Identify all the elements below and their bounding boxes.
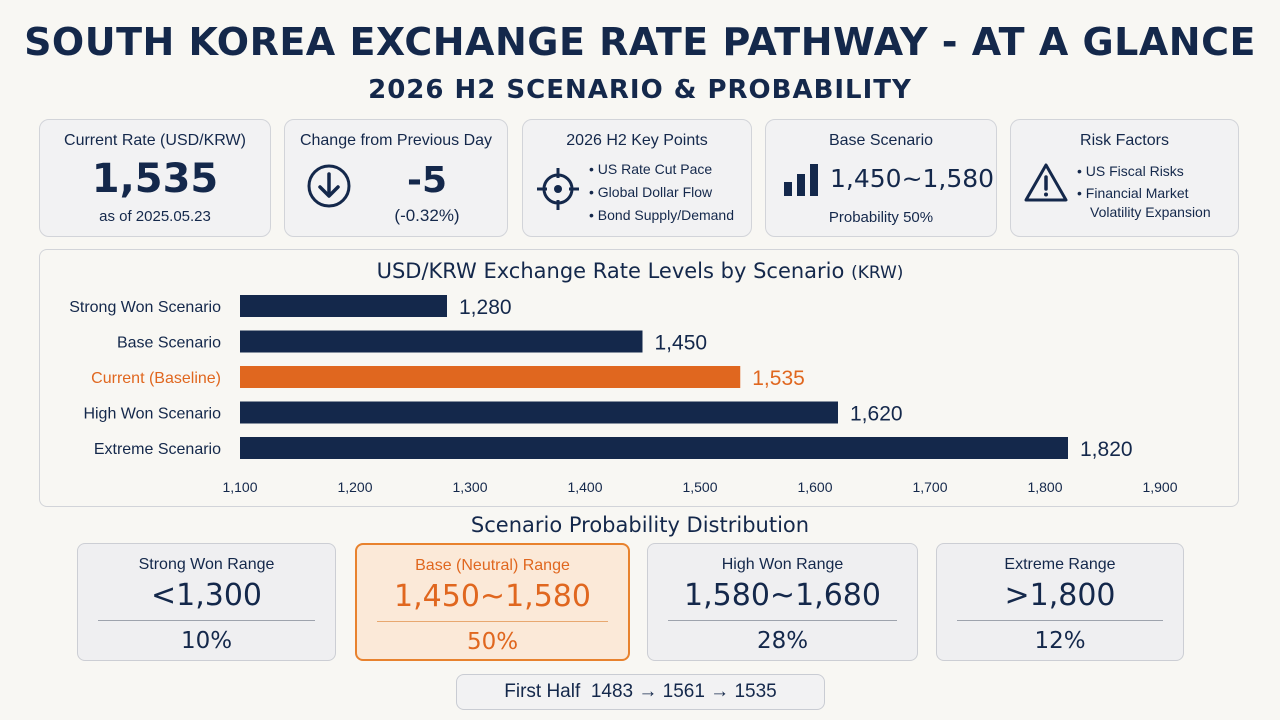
- chart-value-label: 1,535: [752, 367, 805, 390]
- probability-card-high-won: High Won Range 1,580~1,680 28%: [647, 543, 918, 661]
- pathway-label: First Half: [504, 681, 581, 702]
- target-crosshair-icon: [537, 168, 579, 210]
- chart-x-tick-label: 1,400: [567, 479, 602, 495]
- chart-bar: [240, 366, 741, 388]
- risk-factors-label: Risk Factors: [1080, 132, 1169, 149]
- risk-factors-list: US Fiscal Risks Financial Market: [1077, 160, 1189, 204]
- chart-category-label: Current (Baseline): [91, 370, 221, 387]
- chart-value-label: 1,620: [850, 403, 903, 426]
- probability-card-divider: [668, 620, 897, 621]
- chart-x-tick-label: 1,600: [797, 479, 832, 495]
- probability-card-range: <1,300: [150, 578, 263, 613]
- current-rate-value: 1,535: [91, 156, 219, 202]
- daily-change-value: -5: [407, 160, 447, 201]
- chart-category-label: Base Scenario: [117, 335, 221, 352]
- current-rate-label: Current Rate (USD/KRW): [64, 132, 246, 149]
- risk-item: Financial Market: [1077, 182, 1189, 204]
- probability-card-range: >1,800: [1004, 578, 1116, 613]
- probability-card-divider: [957, 620, 1163, 621]
- chart-title-unit: (KRW): [851, 263, 904, 283]
- current-rate-card: Current Rate (USD/KRW) 1,535 as of 2025.…: [39, 119, 271, 237]
- probability-card-range: 1,450~1,580: [394, 579, 591, 614]
- key-points-card: 2026 H2 Key Points US Rate Cut Pace Glob…: [522, 119, 752, 237]
- chart-category-label: Extreme Scenario: [94, 441, 221, 458]
- chart-x-tick-label: 1,900: [1142, 479, 1177, 495]
- probability-card-range: 1,580~1,680: [684, 578, 881, 613]
- page-subtitle: 2026 H2 SCENARIO & PROBABILITY: [368, 75, 912, 105]
- probability-card-base: Base (Neutral) Range 1,450~1,580 50%: [355, 543, 630, 661]
- base-scenario-label: Base Scenario: [828, 132, 934, 149]
- key-point-item: Global Dollar Flow: [589, 181, 734, 204]
- chart-x-tick-label: 1,200: [337, 479, 372, 495]
- probability-card-label: High Won Range: [721, 556, 844, 573]
- key-point-item: Bond Supply/Demand: [589, 204, 734, 227]
- chart-bar: [240, 330, 643, 353]
- probability-card-percent: 10%: [180, 628, 233, 654]
- chart-value-label: 1,450: [655, 332, 708, 355]
- probability-card-divider: [377, 621, 608, 622]
- chart-title: USD/KRW Exchange Rate Levels by Scenario…: [0, 259, 1280, 283]
- chart-value-label: 1,280: [459, 296, 512, 319]
- chart-bar: [240, 401, 838, 424]
- chart-title-text: USD/KRW Exchange Rate Levels by Scenario: [376, 259, 845, 283]
- first-half-pathway: First Half 1483 → 1561 → 1535: [456, 674, 825, 710]
- probability-card-extreme: Extreme Range >1,800 12%: [936, 543, 1184, 661]
- key-point-item: US Rate Cut Pace: [589, 158, 734, 181]
- page-title: SOUTH KOREA EXCHANGE RATE PATHWAY - AT A…: [24, 20, 1256, 64]
- daily-change-label: Change from Previous Day: [299, 132, 493, 149]
- probability-card-label: Base (Neutral) Range: [415, 557, 570, 574]
- bar-chart-icon: [784, 164, 818, 196]
- chart-x-tick-label: 1,800: [1027, 479, 1062, 495]
- probability-card-label: Extreme Range: [1004, 556, 1116, 573]
- warning-triangle-icon: [1024, 163, 1068, 202]
- chart-x-tick-label: 1,700: [912, 479, 947, 495]
- daily-change-percent: (-0.32%): [394, 206, 460, 225]
- chart-value-label: 1,820: [1080, 438, 1133, 461]
- chart-category-label: High Won Scenario: [83, 406, 221, 423]
- risk-item-continued: Volatility Expansion: [1090, 204, 1211, 220]
- probability-card-percent: 50%: [466, 629, 519, 655]
- chart-bar: [240, 437, 1068, 459]
- key-points-list: US Rate Cut Pace Global Dollar Flow Bond…: [589, 158, 734, 227]
- base-scenario-range: 1,450~1,580: [830, 164, 995, 193]
- current-rate-date: as of 2025.05.23: [99, 208, 211, 225]
- base-scenario-probability: Probability 50%: [828, 209, 934, 226]
- probability-card-percent: 12%: [1034, 628, 1086, 654]
- distribution-title: Scenario Probability Distribution: [470, 513, 810, 537]
- chart-x-tick-label: 1,100: [222, 479, 257, 495]
- probability-card-percent: 28%: [756, 628, 809, 654]
- chart-x-tick-label: 1,300: [452, 479, 487, 495]
- key-points-label: 2026 H2 Key Points: [566, 132, 708, 149]
- risk-item: US Fiscal Risks: [1077, 160, 1189, 182]
- risk-factors-card: Risk Factors US Fiscal Risks Financial M…: [1010, 119, 1239, 237]
- chart-bar: [240, 295, 447, 317]
- probability-card-label: Strong Won Range: [138, 556, 275, 573]
- pathway-values: 1483 → 1561 → 1535: [590, 681, 777, 702]
- probability-card-divider: [98, 620, 315, 621]
- chart-x-tick-label: 1,500: [682, 479, 717, 495]
- arrow-down-circle-icon: [307, 164, 351, 208]
- probability-card-strong-won: Strong Won Range <1,300 10%: [77, 543, 336, 661]
- chart-category-label: Strong Won Scenario: [69, 299, 221, 316]
- daily-change-card: Change from Previous Day -5 (-0.32%): [284, 119, 508, 237]
- base-scenario-card: Base Scenario 1,450~1,580 Probability 50…: [765, 119, 997, 237]
